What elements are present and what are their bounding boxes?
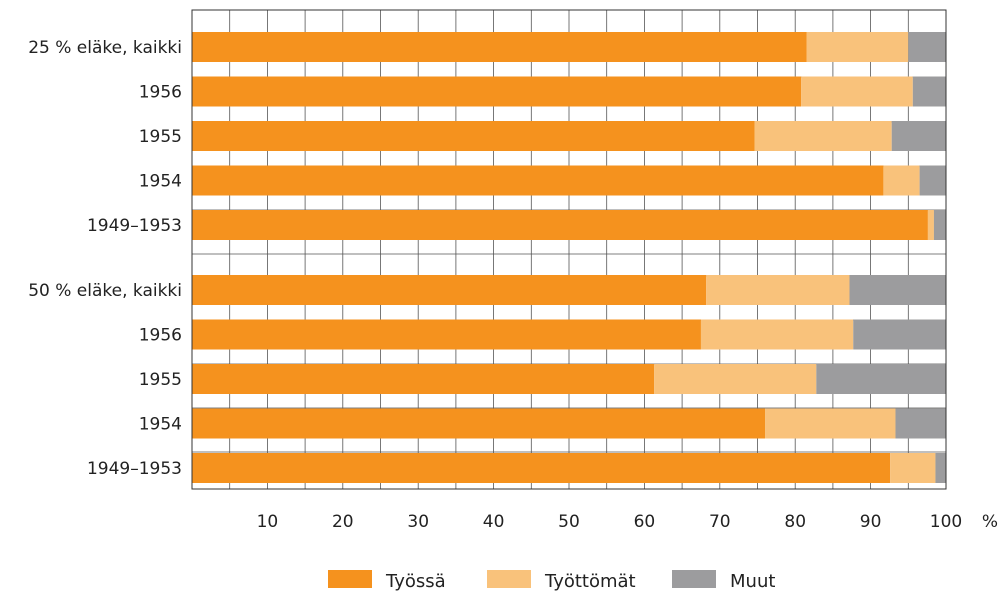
- bar-segment-tyottomat: [890, 453, 936, 483]
- x-tick-label: 70: [709, 512, 731, 532]
- bar-segment-tyossa: [192, 408, 766, 439]
- x-tick-label: 50: [558, 512, 580, 532]
- bar-segment-tyottomat: [706, 275, 850, 305]
- bar-segment-muut: [908, 32, 946, 62]
- bar-segment-tyossa: [192, 275, 707, 305]
- x-axis-tick-labels: 10 20 30 40 50 60 70 80 90 100: [257, 512, 963, 532]
- plot-frame: [191, 9, 947, 490]
- bar-segment-muut: [849, 275, 946, 305]
- category-label: 25 % eläke, kaikki: [28, 38, 182, 58]
- legend-swatch: [328, 570, 372, 588]
- bars: [192, 32, 946, 483]
- category-label: 1956: [139, 83, 182, 103]
- x-tick-label: 100: [930, 512, 962, 532]
- category-label: 50 % eläke, kaikki: [28, 281, 182, 301]
- category-labels: 25 % eläke, kaikki 1956 1955 1954 1949–1953 5…: [28, 38, 182, 479]
- x-axis-unit-label: %: [982, 512, 998, 532]
- category-label: 1949–1953: [87, 216, 182, 236]
- bar-segment-tyossa: [192, 210, 928, 240]
- bar-segment-muut: [853, 319, 946, 350]
- bar-segment-muut: [919, 165, 946, 196]
- bar-segment-tyottomat: [700, 319, 854, 350]
- bar-segment-muut: [935, 453, 946, 483]
- legend-label: Työssä: [385, 571, 446, 592]
- bar-segment-muut: [933, 210, 946, 240]
- legend-swatch: [487, 570, 531, 588]
- category-label: 1954: [139, 415, 182, 435]
- x-tick-label: 30: [407, 512, 429, 532]
- legend-label: Muut: [730, 571, 775, 592]
- bar-segment-tyottomat: [927, 210, 934, 240]
- bar-segment-muut: [895, 408, 946, 439]
- x-tick-label: 20: [332, 512, 354, 532]
- bar-segment-tyottomat: [806, 32, 909, 62]
- bar-segment-tyossa: [192, 165, 884, 196]
- legend-swatch: [672, 570, 716, 588]
- category-label: 1956: [139, 326, 182, 346]
- bar-segment-tyottomat: [654, 364, 817, 394]
- plot-border: [191, 9, 947, 490]
- bar-segment-muut: [912, 76, 946, 107]
- category-label: 1955: [139, 370, 182, 390]
- category-label: 1954: [139, 172, 182, 192]
- bar-segment-tyottomat: [801, 76, 913, 107]
- legend: Työssä Työttömät Muut: [328, 570, 775, 592]
- x-tick-label: 40: [483, 512, 505, 532]
- bar-segment-tyottomat: [765, 408, 896, 439]
- x-tick-label: 60: [634, 512, 656, 532]
- x-tick-label: 10: [257, 512, 279, 532]
- bar-segment-tyossa: [192, 121, 755, 151]
- x-tick-label: 80: [784, 512, 806, 532]
- bar-segment-tyossa: [192, 319, 701, 350]
- x-tick-label: 90: [860, 512, 882, 532]
- bar-segment-tyossa: [192, 32, 807, 62]
- bar-segment-muut: [891, 121, 946, 151]
- legend-label: Työttömät: [544, 571, 636, 592]
- bar-segment-tyossa: [192, 364, 655, 394]
- bar-segment-muut: [816, 364, 946, 394]
- category-label: 1949–1953: [87, 459, 182, 479]
- bar-segment-tyossa: [192, 453, 891, 483]
- bar-segment-tyottomat: [754, 121, 892, 151]
- category-label: 1955: [139, 127, 182, 147]
- bar-segment-tyossa: [192, 76, 802, 107]
- bar-segment-tyottomat: [883, 165, 920, 196]
